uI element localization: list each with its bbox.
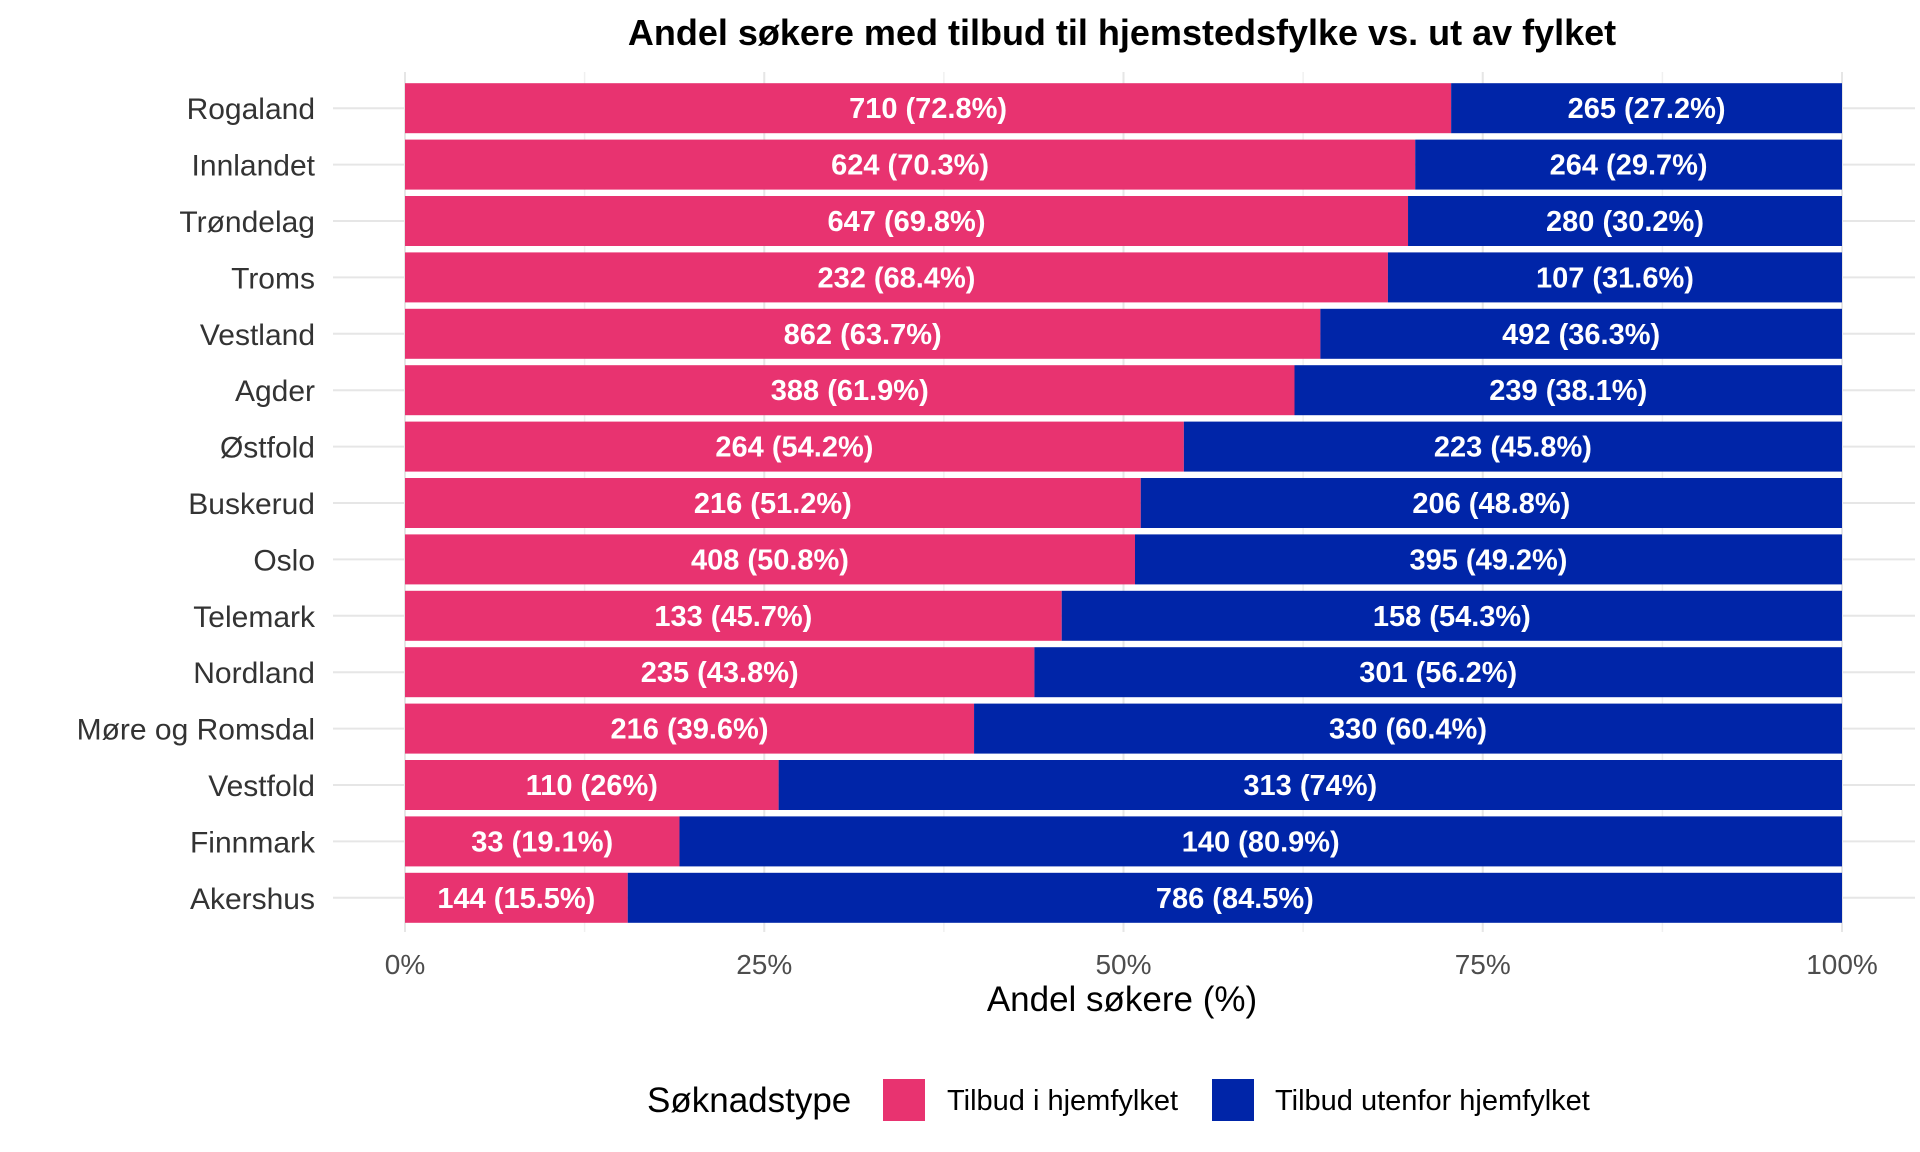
x-tick-label: 100% <box>1806 949 1878 980</box>
bar-segment-home <box>405 83 1452 134</box>
legend-swatch-home <box>883 1079 925 1121</box>
bar-segment-home <box>405 760 779 810</box>
bar-value-label: 239 (38.1%) <box>1489 375 1647 407</box>
bar-value-label: 144 (15.5%) <box>437 883 595 915</box>
bar-segment-home <box>405 421 1184 472</box>
y-category-label: Oslo <box>253 544 315 577</box>
y-category-label: Agder <box>235 375 315 408</box>
bar-segment-outside <box>1140 478 1842 528</box>
bar-value-label: 301 (56.2%) <box>1359 657 1517 689</box>
x-tick-label: 50% <box>1095 949 1151 980</box>
bar-value-label: 786 (84.5%) <box>1156 883 1314 915</box>
bar-value-label: 280 (30.2%) <box>1546 206 1704 238</box>
bar-segment-home <box>405 872 628 923</box>
chart-title: Andel søkere med tilbud til hjemstedsfyl… <box>628 12 1616 53</box>
bar-segment-outside <box>1387 252 1842 303</box>
y-category-label: Trøndelag <box>179 206 315 239</box>
bar-value-label: 408 (50.8%) <box>691 544 849 576</box>
bar-value-label: 265 (27.2%) <box>1568 93 1726 125</box>
legend-title: Søknadstype <box>647 1081 851 1120</box>
bar-segment-outside <box>1415 139 1842 190</box>
x-axis-ticks: 0% 25% 50% 75% 100% <box>385 949 1878 980</box>
bar-segment-outside <box>1408 196 1842 246</box>
bar-value-label: 223 (45.8%) <box>1434 432 1592 464</box>
bar-segment-home <box>405 196 1409 246</box>
label-layer: 710 (72.8%) 265 (27.2%) 624 (70.3%) 264 (29… <box>437 93 1725 915</box>
bar-segment-home <box>405 534 1135 585</box>
bar-value-label: 492 (36.3%) <box>1502 319 1660 351</box>
y-category-label: Vestfold <box>208 770 315 803</box>
bar-value-label: 140 (80.9%) <box>1182 826 1340 858</box>
bar-segment-outside <box>778 760 1842 810</box>
bar-segment-outside <box>1061 590 1842 641</box>
bar-value-label: 388 (61.9%) <box>771 375 929 407</box>
bar-value-label: 158 (54.3%) <box>1373 601 1531 633</box>
y-category-label: Innlandet <box>192 150 316 183</box>
bar-value-label: 264 (29.7%) <box>1550 150 1708 182</box>
bar-value-label: 232 (68.4%) <box>817 262 975 294</box>
y-category-label: Møre og Romsdal <box>77 714 315 747</box>
bar-value-label: 133 (45.7%) <box>654 601 812 633</box>
bar-value-label: 624 (70.3%) <box>831 150 989 182</box>
bar-segment-outside <box>1034 647 1842 698</box>
bar-segment-outside <box>1294 365 1842 416</box>
bar-layer <box>405 83 1842 923</box>
x-tick-label: 25% <box>736 949 792 980</box>
bar-segment-outside <box>679 816 1842 867</box>
bar-segment-home <box>405 590 1062 641</box>
bar-segment-outside <box>1451 83 1842 134</box>
legend-label-outside: Tilbud utenfor hjemfylket <box>1275 1085 1590 1117</box>
bar-value-label: 216 (39.6%) <box>611 714 769 746</box>
bar-segment-outside <box>1134 534 1842 585</box>
bar-value-label: 216 (51.2%) <box>694 488 852 520</box>
y-category-label: Buskerud <box>188 488 315 521</box>
bar-value-label: 395 (49.2%) <box>1409 544 1567 576</box>
bar-segment-home <box>405 478 1141 528</box>
bar-value-label: 206 (48.8%) <box>1412 488 1570 520</box>
y-category-label: Nordland <box>193 657 315 690</box>
legend: Søknadstype Tilbud i hjemfylket Tilbud u… <box>647 1079 1590 1121</box>
bar-segment-home <box>405 703 975 754</box>
x-tick-label: 0% <box>385 949 425 980</box>
bar-value-label: 33 (19.1%) <box>471 826 613 858</box>
bar-segment-outside <box>1320 308 1842 359</box>
y-axis-labels: Rogaland Innlandet Trøndelag Troms Vestland A… <box>77 93 316 916</box>
bar-segment-home <box>405 139 1416 190</box>
x-tick-label: 75% <box>1455 949 1511 980</box>
bar-value-label: 313 (74%) <box>1243 770 1377 802</box>
bar-value-label: 107 (31.6%) <box>1536 262 1694 294</box>
bar-segment-home <box>405 365 1295 416</box>
y-category-label: Østfold <box>220 432 315 465</box>
bar-value-label: 264 (54.2%) <box>715 432 873 464</box>
bar-value-label: 330 (60.4%) <box>1329 714 1487 746</box>
bar-value-label: 862 (63.7%) <box>784 319 942 351</box>
bar-segment-outside <box>1183 421 1842 472</box>
y-category-label: Akershus <box>190 883 315 916</box>
bar-value-label: 110 (26%) <box>526 770 658 802</box>
y-category-label: Telemark <box>193 601 316 634</box>
bar-segment-home <box>405 816 680 867</box>
y-category-label: Vestland <box>200 319 315 352</box>
y-category-label: Finnmark <box>190 826 316 859</box>
legend-label-home: Tilbud i hjemfylket <box>947 1085 1178 1117</box>
x-axis-title: Andel søkere (%) <box>987 980 1257 1019</box>
bar-value-label: 235 (43.8%) <box>641 657 799 689</box>
bar-value-label: 647 (69.8%) <box>828 206 986 238</box>
bar-segment-home <box>405 252 1388 303</box>
bar-segment-home <box>405 647 1035 698</box>
bar-segment-home <box>405 308 1321 359</box>
y-category-label: Rogaland <box>187 93 315 126</box>
bar-segment-outside <box>974 703 1842 754</box>
bar-segment-outside <box>627 872 1842 923</box>
legend-swatch-outside <box>1212 1079 1254 1121</box>
y-category-label: Troms <box>231 262 315 295</box>
bar-value-label: 710 (72.8%) <box>849 93 1007 125</box>
